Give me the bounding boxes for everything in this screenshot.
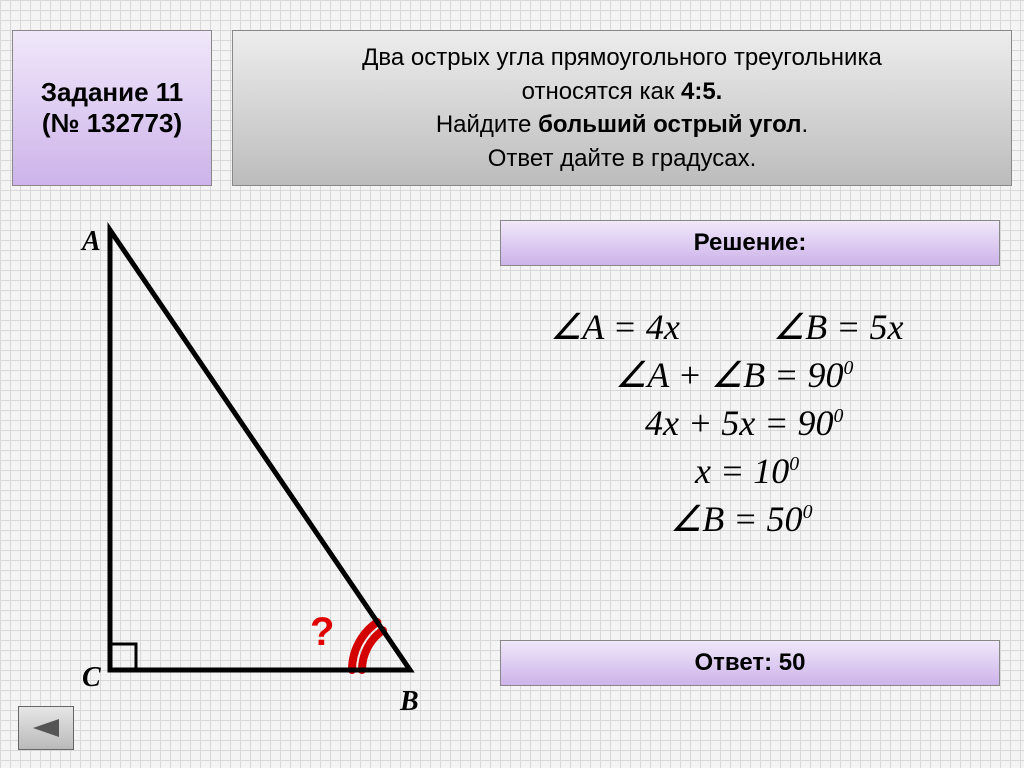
problem-line-4: Ответ дайте в градусах. [249, 142, 995, 176]
eq-subst: 4x + 5x = 900 [645, 402, 903, 444]
header-row: Задание 11 (№ 132773) Два острых угла пр… [12, 30, 1012, 186]
task-line-2: (№ 132773) [42, 108, 182, 139]
triangle-svg [50, 220, 490, 720]
eq-x: x = 100 [695, 450, 903, 492]
eq-result: ∠B = 500 [670, 498, 903, 540]
task-number-box: Задание 11 (№ 132773) [12, 30, 212, 186]
answer-box: Ответ: 50 [500, 640, 1000, 686]
vertex-label-b: B [400, 686, 419, 718]
task-line-1: Задание 11 [41, 77, 184, 108]
solution-steps: ∠A = 4x ∠B = 5x ∠A + ∠B = 900 4x + 5x = … [550, 300, 903, 546]
triangle-diagram: A B C ? [50, 220, 490, 720]
problem-line-1: Два острых угла прямоугольного треугольн… [249, 41, 995, 75]
eq-row-1: ∠A = 4x ∠B = 5x [550, 306, 903, 348]
back-button[interactable] [18, 706, 74, 750]
problem-line-3: Найдите больший острый угол. [249, 108, 995, 142]
back-arrow-icon [31, 715, 61, 741]
vertex-label-c: C [82, 662, 101, 694]
problem-line-2: относятся как 4:5. [249, 75, 995, 109]
vertex-label-a: A [82, 226, 101, 258]
problem-statement: Два острых угла прямоугольного треугольн… [232, 30, 1012, 186]
question-mark: ? [310, 610, 334, 655]
solution-header: Решение: [500, 220, 1000, 266]
eq-sum: ∠A + ∠B = 900 [615, 354, 903, 396]
